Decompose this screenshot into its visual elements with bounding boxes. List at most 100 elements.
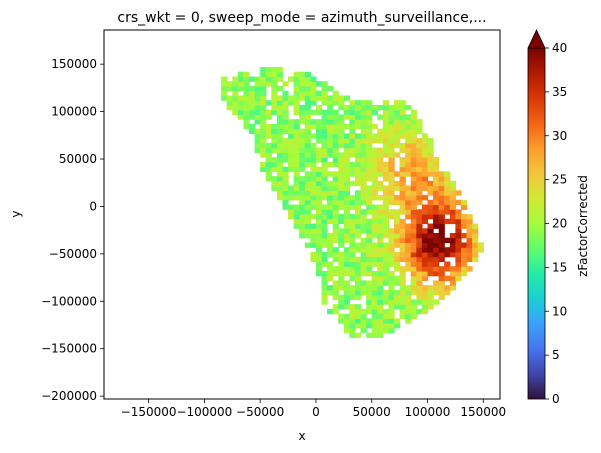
heatmap-cell [388, 214, 395, 220]
heatmap-cell [354, 114, 362, 120]
heatmap-cell [366, 138, 373, 144]
heatmap-cell [338, 214, 345, 220]
heatmap-cell [288, 161, 295, 168]
heatmap-cell [293, 223, 300, 229]
heatmap-cell [310, 157, 317, 163]
heatmap-cell [349, 332, 356, 338]
heatmap-cell [371, 180, 378, 187]
heatmap-cell [271, 85, 278, 92]
heatmap-cell [377, 270, 384, 277]
heatmap-cell [405, 204, 412, 210]
heatmap-cell [354, 100, 362, 106]
heatmap-cell [360, 318, 367, 324]
heatmap-cell [232, 109, 239, 116]
heatmap-cell [382, 256, 390, 263]
heatmap-cell [410, 114, 417, 120]
heatmap-cell [410, 199, 417, 206]
heatmap-cell [438, 242, 445, 248]
heatmap-cell [421, 237, 429, 244]
heatmap-cell [321, 275, 328, 282]
heatmap-cell [366, 304, 373, 310]
heatmap-cell [310, 109, 317, 116]
heatmap-cell [288, 190, 295, 196]
heatmap-cell [338, 251, 345, 258]
heatmap-cell [293, 161, 300, 168]
colorbar-tick-label: 35 [552, 85, 567, 99]
heatmap-cell [371, 195, 378, 201]
heatmap-cell [338, 166, 345, 172]
colorbar-label: zFactorCorrected [576, 175, 590, 277]
heatmap-cell [304, 185, 311, 191]
heatmap-cell [327, 195, 334, 201]
heatmap-cell [366, 147, 373, 153]
heatmap-cell [427, 304, 434, 310]
heatmap-cell [421, 180, 429, 187]
heatmap-cell [455, 256, 462, 263]
heatmap-cell [360, 247, 367, 253]
heatmap-cell [321, 270, 328, 277]
heatmap-cell [327, 270, 334, 277]
heatmap-cell [360, 180, 367, 187]
heatmap-cell [282, 109, 289, 116]
heatmap-cell [371, 176, 378, 182]
heatmap-cell [265, 100, 272, 106]
heatmap-cell [388, 209, 395, 215]
heatmap-cell [360, 261, 367, 267]
heatmap-cell [366, 270, 373, 277]
heatmap-cell [321, 95, 328, 101]
heatmap-cell [343, 237, 351, 244]
heatmap-cell [338, 199, 345, 206]
heatmap-cell [455, 218, 462, 225]
heatmap-cell [360, 157, 367, 163]
heatmap-cell [354, 304, 362, 310]
heatmap-cell [382, 294, 390, 300]
heatmap-cell [427, 209, 434, 215]
heatmap-cell [304, 138, 311, 144]
heatmap-cell [366, 104, 373, 111]
heatmap-cell [438, 209, 445, 215]
heatmap-cell [237, 76, 245, 82]
heatmap-cell [299, 176, 306, 182]
heatmap-cell [332, 294, 339, 300]
heatmap-cell [232, 81, 239, 87]
heatmap-cell [349, 294, 356, 300]
heatmap-cell [399, 275, 406, 282]
heatmap-cell [416, 299, 423, 305]
heatmap-cell [360, 289, 367, 296]
heatmap-cell [377, 128, 384, 134]
heatmap-cell [399, 128, 406, 134]
heatmap-cell [332, 237, 339, 244]
heatmap-cell [327, 138, 334, 144]
heatmap-cell [399, 176, 406, 182]
heatmap-cell [366, 251, 373, 258]
heatmap-cell [338, 119, 345, 125]
heatmap-cell [438, 180, 445, 187]
heatmap-cell [249, 109, 256, 116]
heatmap-cell [349, 123, 356, 130]
heatmap-cell [343, 232, 351, 239]
heatmap-cell [360, 242, 367, 248]
heatmap-cell [349, 204, 356, 210]
heatmap-cell [265, 152, 272, 158]
heatmap-cell [421, 304, 429, 310]
heatmap-cell [371, 299, 378, 305]
heatmap-cell [299, 76, 306, 82]
heatmap-cell [315, 256, 323, 263]
heatmap-cell [416, 223, 423, 229]
heatmap-cell [421, 289, 429, 296]
heatmap-cell [271, 109, 278, 116]
heatmap-cell [405, 223, 412, 229]
heatmap-cell [282, 123, 289, 130]
heatmap-cell [399, 147, 406, 153]
heatmap-cell [260, 90, 267, 97]
heatmap-cell [399, 166, 406, 172]
heatmap-cell [254, 76, 261, 82]
heatmap-cell [382, 223, 390, 229]
heatmap-cell [399, 294, 406, 300]
heatmap-cell [321, 81, 328, 87]
heatmap-cell [293, 100, 300, 106]
heatmap-cell [382, 190, 390, 196]
heatmap-cell [416, 285, 423, 291]
heatmap-cell [382, 261, 390, 267]
heatmap-cell [366, 280, 373, 286]
